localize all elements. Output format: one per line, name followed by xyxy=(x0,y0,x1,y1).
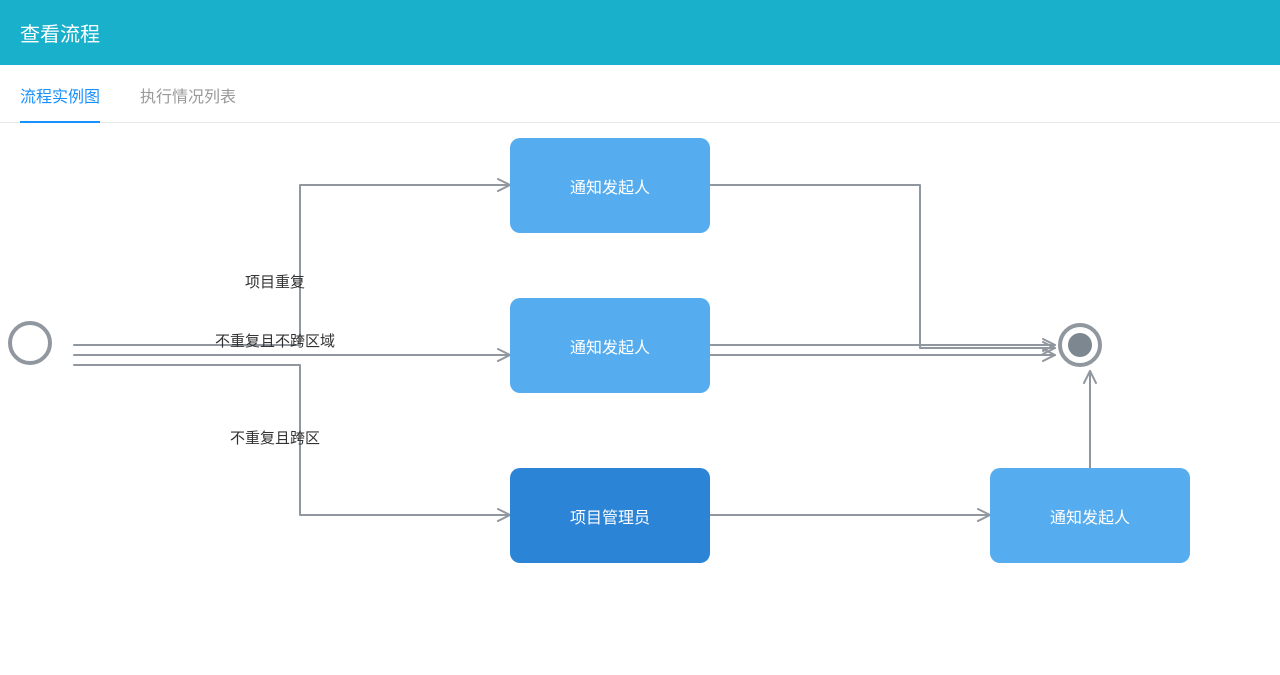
page-header: 查看流程 xyxy=(0,0,1280,65)
start-event[interactable] xyxy=(8,321,52,365)
flow-node[interactable]: 通知发起人 xyxy=(990,468,1190,563)
edge-label: 不重复且不跨区域 xyxy=(215,330,335,351)
flow-node-label: 通知发起人 xyxy=(570,334,650,358)
flow-node-label: 通知发起人 xyxy=(570,174,650,198)
tab-label: 执行情况列表 xyxy=(140,89,236,106)
tab-execution-list[interactable]: 执行情况列表 xyxy=(140,65,236,123)
flow-node[interactable]: 通知发起人 xyxy=(510,298,710,393)
flow-node-label: 项目管理员 xyxy=(570,504,650,528)
flow-node[interactable]: 通知发起人 xyxy=(510,138,710,233)
flow-node[interactable]: 项目管理员 xyxy=(510,468,710,563)
edge-label: 项目重复 xyxy=(245,271,305,292)
tab-diagram[interactable]: 流程实例图 xyxy=(20,65,100,123)
end-event-inner xyxy=(1068,333,1092,357)
flow-node-label: 通知发起人 xyxy=(1050,504,1130,528)
page-title: 查看流程 xyxy=(20,24,100,46)
tab-label: 流程实例图 xyxy=(20,89,100,106)
tabs-bar: 流程实例图 执行情况列表 xyxy=(0,65,1280,123)
edge-label: 不重复且跨区 xyxy=(230,427,320,448)
flowchart-canvas: 通知发起人通知发起人项目管理员通知发起人项目重复不重复且不跨区域不重复且跨区 xyxy=(0,123,1280,663)
